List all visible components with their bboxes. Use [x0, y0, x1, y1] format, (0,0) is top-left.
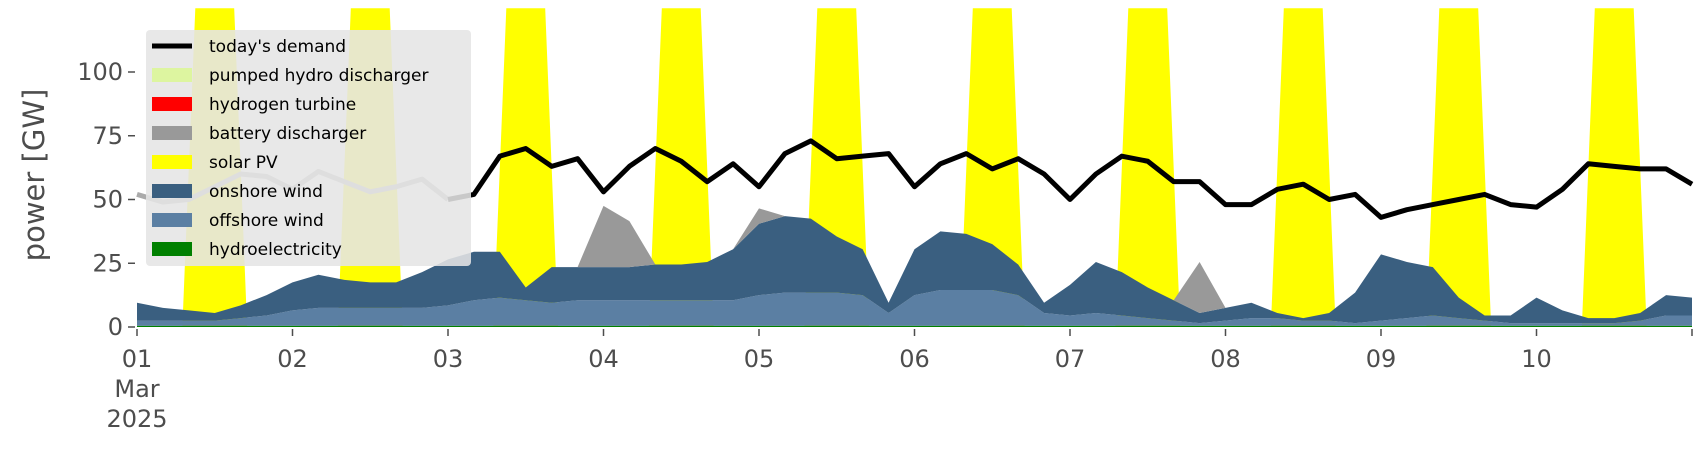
- y-tick-label: 50: [92, 186, 123, 214]
- legend-label: solar PV: [209, 153, 278, 173]
- area-hydroelectricity: [137, 325, 1692, 327]
- y-axis-label: power [GW]: [17, 89, 51, 262]
- x-tick-label: 02: [277, 345, 308, 373]
- y-tick-label: 25: [92, 249, 123, 277]
- x-tick-label: 04: [588, 345, 619, 373]
- x-tick-label: 06: [899, 345, 930, 373]
- y-tick-label: 75: [92, 122, 123, 150]
- y-tick-label: 0: [108, 313, 123, 341]
- legend-swatch: [152, 242, 192, 256]
- legend: today's demand pumped hydro discharger hyd…: [146, 30, 471, 266]
- area-onshore-wind: [137, 216, 1692, 324]
- demand-line: [447, 138, 1694, 220]
- x-tick-label: 09: [1366, 345, 1397, 373]
- legend-label: onshore wind: [209, 182, 323, 202]
- solar-peak-7: [1115, 8, 1181, 327]
- legend-label: battery discharger: [209, 124, 366, 144]
- legend-label: hydrogen turbine: [209, 95, 356, 115]
- solar-peak-3: [493, 8, 559, 327]
- y-tick-label: 100: [77, 58, 123, 86]
- x-tick-label: 05: [744, 345, 775, 373]
- legend-swatch: [152, 213, 192, 227]
- legend-label: pumped hydro discharger: [209, 66, 428, 86]
- legend-label: offshore wind: [209, 211, 324, 231]
- x-tick-label: 03: [433, 345, 464, 373]
- x-tick-sublabel: Mar: [114, 375, 159, 403]
- legend-swatch: [152, 184, 192, 198]
- solar-peak-8: [1270, 8, 1336, 327]
- legend-swatch: [152, 126, 192, 140]
- legend-box: [146, 30, 471, 266]
- x-tick-label: 08: [1210, 345, 1241, 373]
- x-tick-label: 01: [122, 345, 153, 373]
- x-tick-label: 10: [1521, 345, 1552, 373]
- solar-peak-9: [1426, 8, 1492, 327]
- area-offshore-wind: [137, 290, 1692, 326]
- legend-label: hydroelectricity: [209, 240, 342, 260]
- y-axis: 0 25 50 75 100: [77, 58, 135, 341]
- legend-swatch: [152, 68, 192, 82]
- legend-swatch: [152, 97, 192, 111]
- legend-swatch: [152, 155, 192, 169]
- legend-label: today's demand: [209, 37, 346, 57]
- x-tick-sublabel: 2025: [106, 405, 167, 433]
- solar-peak-4: [648, 8, 714, 327]
- plot-area: [136, 8, 1694, 327]
- x-tick-label: 07: [1055, 345, 1086, 373]
